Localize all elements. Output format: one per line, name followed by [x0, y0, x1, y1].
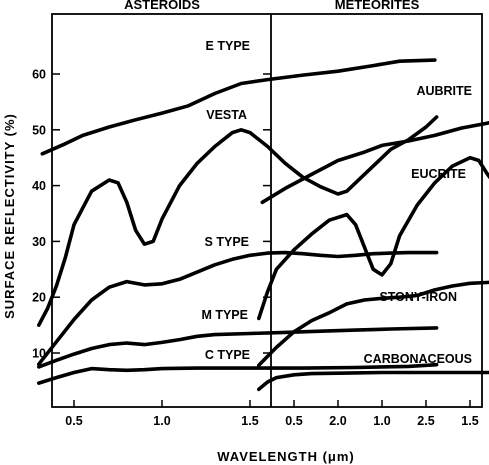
curve-carbonaceous: [257, 370, 489, 392]
series-label-s-type: S TYPE: [205, 235, 249, 249]
curve-m-type: [37, 326, 439, 369]
curve-e-type: [40, 58, 437, 156]
x-tick-label: 0.5: [65, 414, 82, 428]
spectral-curves: [37, 58, 489, 392]
y-tick-label: 50: [32, 123, 46, 137]
curve-vesta: [37, 115, 439, 327]
x-tick-label: 2.0: [329, 414, 346, 428]
series-label-vesta: VESTA: [206, 108, 247, 122]
x-axis-title: WAVELENGTH (μm): [217, 449, 355, 464]
x-tick-label: 1.0: [373, 414, 390, 428]
y-axis-title: SURFACE REFLECTIVITY (%): [2, 113, 17, 319]
series-label-aubrite: AUBRITE: [416, 84, 472, 98]
x-tick-label: 2.5: [417, 414, 434, 428]
curve-s-type: [37, 250, 439, 366]
x-tick-label: 1.5: [241, 414, 258, 428]
panel-title-asteroids: ASTEROIDS: [124, 0, 200, 12]
curve-c-type: [37, 362, 439, 385]
curve-aubrite: [260, 120, 489, 205]
y-tick-label: 20: [32, 291, 46, 305]
panel-title-meteorites: METEORITES: [335, 0, 420, 12]
axis-ticks: 1020304050600.51.01.52.02.50.51.01.52.02…: [32, 68, 479, 429]
series-label-carbonaceous: CARBONACEOUS: [364, 352, 472, 366]
plot-frame: [51, 13, 483, 408]
y-tick-label: 30: [32, 235, 46, 249]
x-tick-label: 0.5: [285, 414, 302, 428]
series-label-m-type: M TYPE: [201, 308, 248, 322]
series-label-stony-iron: STONY-IRON: [379, 290, 457, 304]
series-label-e-type: E TYPE: [206, 39, 250, 53]
series-label-eucrite: EUCRITE: [411, 167, 466, 181]
curve-stony-iron: [257, 280, 489, 368]
curve-eucrite: [257, 155, 489, 321]
x-tick-label: 1.0: [153, 414, 170, 428]
y-tick-label: 40: [32, 179, 46, 193]
series-label-c-type: C TYPE: [205, 348, 250, 362]
y-tick-label: 60: [32, 68, 46, 82]
x-tick-label: 1.5: [461, 414, 478, 428]
